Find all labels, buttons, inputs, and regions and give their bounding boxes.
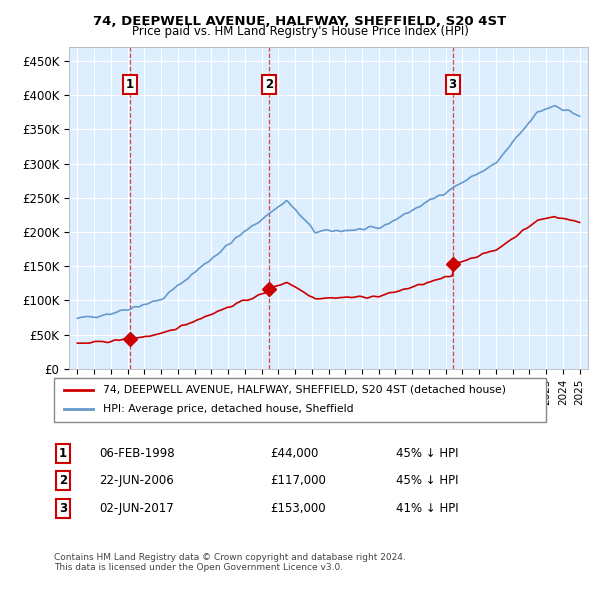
Text: £153,000: £153,000 — [270, 502, 326, 515]
Text: 2: 2 — [59, 474, 67, 487]
Text: £117,000: £117,000 — [270, 474, 326, 487]
Text: Contains HM Land Registry data © Crown copyright and database right 2024.: Contains HM Land Registry data © Crown c… — [54, 553, 406, 562]
Text: 74, DEEPWELL AVENUE, HALFWAY, SHEFFIELD, S20 4ST (detached house): 74, DEEPWELL AVENUE, HALFWAY, SHEFFIELD,… — [103, 385, 506, 395]
Text: 2: 2 — [265, 78, 274, 91]
Text: HPI: Average price, detached house, Sheffield: HPI: Average price, detached house, Shef… — [103, 405, 354, 414]
Text: 3: 3 — [59, 502, 67, 515]
Text: £44,000: £44,000 — [270, 447, 319, 460]
Text: 41% ↓ HPI: 41% ↓ HPI — [396, 502, 458, 515]
Text: 3: 3 — [449, 78, 457, 91]
Text: 45% ↓ HPI: 45% ↓ HPI — [396, 474, 458, 487]
Text: 74, DEEPWELL AVENUE, HALFWAY, SHEFFIELD, S20 4ST: 74, DEEPWELL AVENUE, HALFWAY, SHEFFIELD,… — [94, 15, 506, 28]
FancyBboxPatch shape — [54, 378, 546, 422]
Text: Price paid vs. HM Land Registry's House Price Index (HPI): Price paid vs. HM Land Registry's House … — [131, 25, 469, 38]
Text: This data is licensed under the Open Government Licence v3.0.: This data is licensed under the Open Gov… — [54, 563, 343, 572]
Text: 22-JUN-2006: 22-JUN-2006 — [99, 474, 174, 487]
Text: 02-JUN-2017: 02-JUN-2017 — [99, 502, 174, 515]
Text: 45% ↓ HPI: 45% ↓ HPI — [396, 447, 458, 460]
Text: 1: 1 — [125, 78, 134, 91]
Text: 1: 1 — [59, 447, 67, 460]
Text: 06-FEB-1998: 06-FEB-1998 — [99, 447, 175, 460]
